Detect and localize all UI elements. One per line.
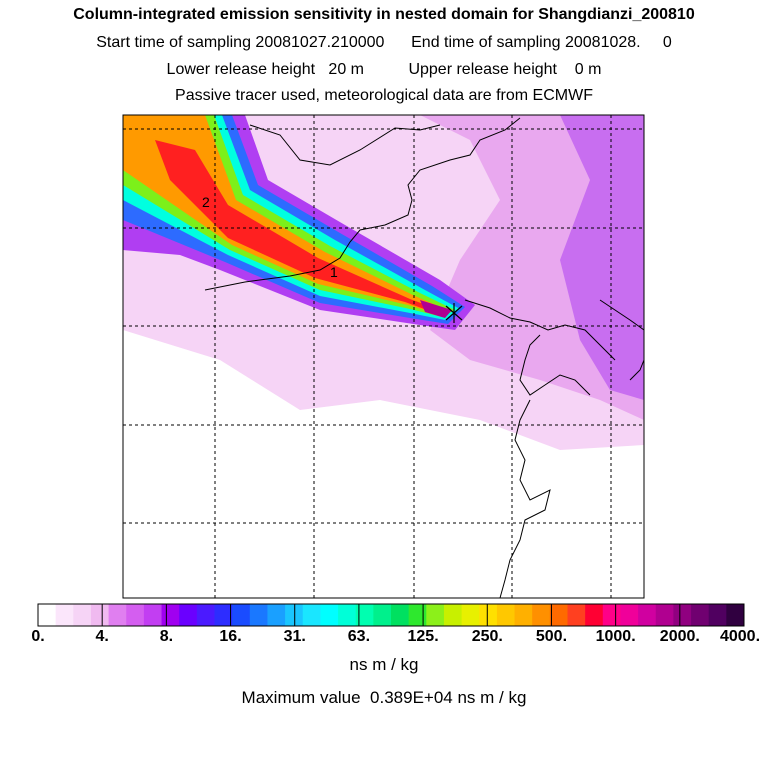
colorbar-segment (443, 604, 463, 626)
colorbar-tick-label: 2000. (659, 628, 700, 645)
colorbar-segment (408, 604, 427, 626)
colorbar-segment (567, 604, 586, 626)
colorbar-segment (638, 604, 657, 626)
release-site-marker (445, 303, 463, 323)
plume-label-2: 2 (202, 194, 210, 210)
colorbar-segment (549, 604, 568, 626)
colorbar-tick-label: 16. (219, 628, 242, 645)
plume-core (420, 300, 452, 318)
colorbar-segment (143, 604, 163, 626)
colorbar-tick-label: 1000. (595, 628, 636, 645)
colorbar-segment (602, 604, 621, 626)
colorbar-tick-label: 31. (283, 628, 306, 645)
plume-orange (123, 115, 450, 315)
colorbar-segment (479, 604, 498, 626)
map-frame (122, 114, 645, 599)
colorbar-segment (161, 604, 180, 626)
colorbar-segment (461, 604, 480, 626)
colorbar-tick-label: 8. (159, 628, 174, 645)
colorbar-tick-label: 4000. (719, 628, 761, 645)
sampling-time-line: Start time of sampling 20081027.210000 E… (96, 34, 672, 51)
colorbar-segment (126, 604, 145, 626)
colorbar-segment (73, 604, 92, 626)
colorbar-tick-label: 0. (31, 628, 45, 645)
colorbar-segment (338, 604, 357, 626)
release-height-line: Lower release height 20 m Upper release … (166, 61, 602, 78)
colorbar-segment (232, 604, 251, 626)
colorbar-segment (320, 604, 339, 626)
tracer-info-line: Passive tracer used, meteorological data… (175, 87, 593, 104)
colorbar-segment (691, 604, 710, 626)
colorbar-segment (496, 604, 516, 626)
colorbar-segment (585, 604, 604, 626)
colorbar-segment (55, 604, 74, 626)
plume-red (155, 140, 445, 314)
colorbar-segment (673, 604, 692, 626)
colorbar-segment (514, 604, 533, 626)
colorbar-segment (426, 604, 445, 626)
colorbar-segment (249, 604, 268, 626)
colorbar-tick-label: 250. (471, 628, 503, 645)
colorbar-segment (726, 604, 745, 626)
colorbar-tick-label: 63. (347, 628, 371, 645)
colorbar (37, 603, 745, 627)
colorbar-segment (285, 604, 304, 626)
colorbar-segment (196, 604, 215, 626)
colorbar-segment (214, 604, 233, 626)
colorbar-segment (179, 604, 198, 626)
colorbar-segment (355, 604, 374, 626)
emission-sensitivity-map: 1 2 (122, 114, 645, 599)
colorbar-segment (655, 604, 674, 626)
colorbar-segment (391, 604, 410, 626)
colorbar-tick-label: 500. (535, 628, 568, 645)
coastline-borders (204, 117, 644, 598)
colorbar-segment (373, 604, 392, 626)
plume-label-1: 1 (330, 264, 338, 280)
colorbar-tick-label: 4. (95, 628, 109, 645)
maximum-value-label: Maximum value 0.389E+04 ns m / kg (241, 688, 527, 707)
colorbar-segment (302, 604, 321, 626)
colorbar-segment (708, 604, 727, 626)
colorbar-segment (267, 604, 286, 626)
colorbar-segment (108, 604, 127, 626)
colorbar-units: ns m / kg (349, 655, 419, 674)
colorbar-tick-label: 125. (407, 628, 439, 645)
colorbar-segment (38, 604, 57, 626)
colorbar-segment (532, 604, 551, 626)
colorbar-segment (90, 604, 110, 626)
plot-title: Column-integrated emission sensitivity i… (73, 6, 695, 23)
map-grid (123, 115, 644, 598)
colorbar-segment (620, 604, 639, 626)
